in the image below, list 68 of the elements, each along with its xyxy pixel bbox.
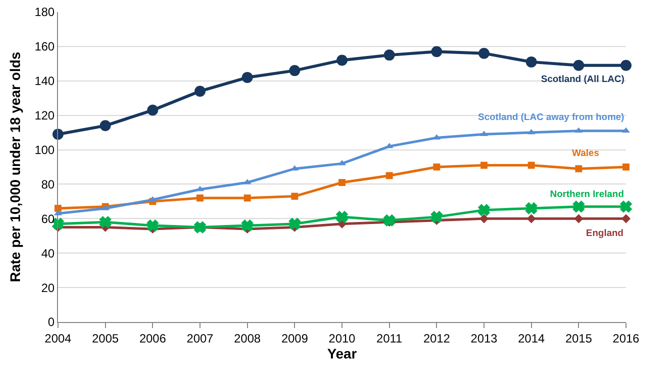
x-tick-label: 2007	[186, 331, 214, 346]
point	[336, 211, 348, 223]
point	[620, 60, 632, 71]
point	[288, 218, 301, 230]
point	[99, 216, 112, 228]
x-tick-label: 2011	[376, 331, 403, 346]
x-tick-label: 2005	[92, 331, 119, 346]
point	[526, 214, 536, 224]
y-tick-label: 0	[48, 315, 55, 330]
point	[100, 120, 111, 132]
point	[575, 165, 582, 172]
series-label: Scotland (LAC away from home)	[478, 112, 624, 123]
y-tick-label: 180	[34, 5, 55, 20]
y-tick-label: 140	[34, 74, 55, 88]
x-tick-label: 2009	[281, 331, 308, 346]
x-tick-label: 2004	[44, 331, 72, 346]
y-tick-label: 100	[34, 142, 55, 157]
y-axis-title: Rate per 10,000 under 18 year olds	[7, 52, 24, 282]
point	[480, 162, 488, 169]
x-axis-title: Year	[327, 346, 358, 362]
series-label: England	[586, 228, 624, 239]
point	[244, 194, 251, 202]
x-tick-label: 2008	[234, 331, 261, 346]
point	[526, 56, 537, 68]
point	[478, 204, 490, 216]
point	[620, 200, 632, 212]
point	[291, 192, 298, 200]
point	[336, 54, 348, 66]
x-tick-label: 2006	[139, 331, 166, 346]
x-tick-label: 2014	[518, 331, 545, 346]
point	[433, 164, 440, 170]
series-label: Wales	[572, 148, 600, 159]
point	[242, 72, 253, 83]
point	[194, 86, 206, 97]
point	[383, 214, 396, 226]
point	[528, 162, 535, 169]
x-tick-label: 2010	[328, 331, 356, 346]
point	[525, 202, 538, 214]
point	[572, 200, 585, 212]
point	[289, 65, 300, 76]
point	[430, 211, 443, 223]
point	[241, 220, 254, 232]
y-tick-label: 120	[34, 108, 55, 123]
series-label: Scotland (All LAC)	[541, 74, 624, 85]
point	[479, 214, 489, 224]
point	[574, 214, 584, 224]
point	[431, 46, 442, 58]
x-tick-label: 2013	[470, 331, 498, 346]
y-tick-label: 60	[41, 212, 55, 226]
point	[621, 214, 631, 224]
y-tick-label: 80	[41, 177, 55, 192]
point	[478, 48, 490, 59]
point	[146, 220, 159, 232]
point	[196, 194, 204, 202]
point	[147, 104, 158, 116]
point	[338, 179, 346, 186]
series-label: Northern Ireland	[550, 189, 624, 200]
y-tick-label: 40	[41, 246, 55, 260]
point	[384, 50, 395, 61]
point	[574, 127, 583, 133]
y-tick-label: 20	[41, 280, 55, 295]
point	[573, 60, 584, 71]
x-tick-label: 2012	[423, 331, 450, 346]
y-tick-label: 160	[34, 40, 55, 54]
x-tick-label: 2015	[565, 331, 592, 346]
point	[622, 164, 630, 170]
point	[386, 172, 393, 180]
x-tick-label: 2016	[612, 331, 640, 346]
